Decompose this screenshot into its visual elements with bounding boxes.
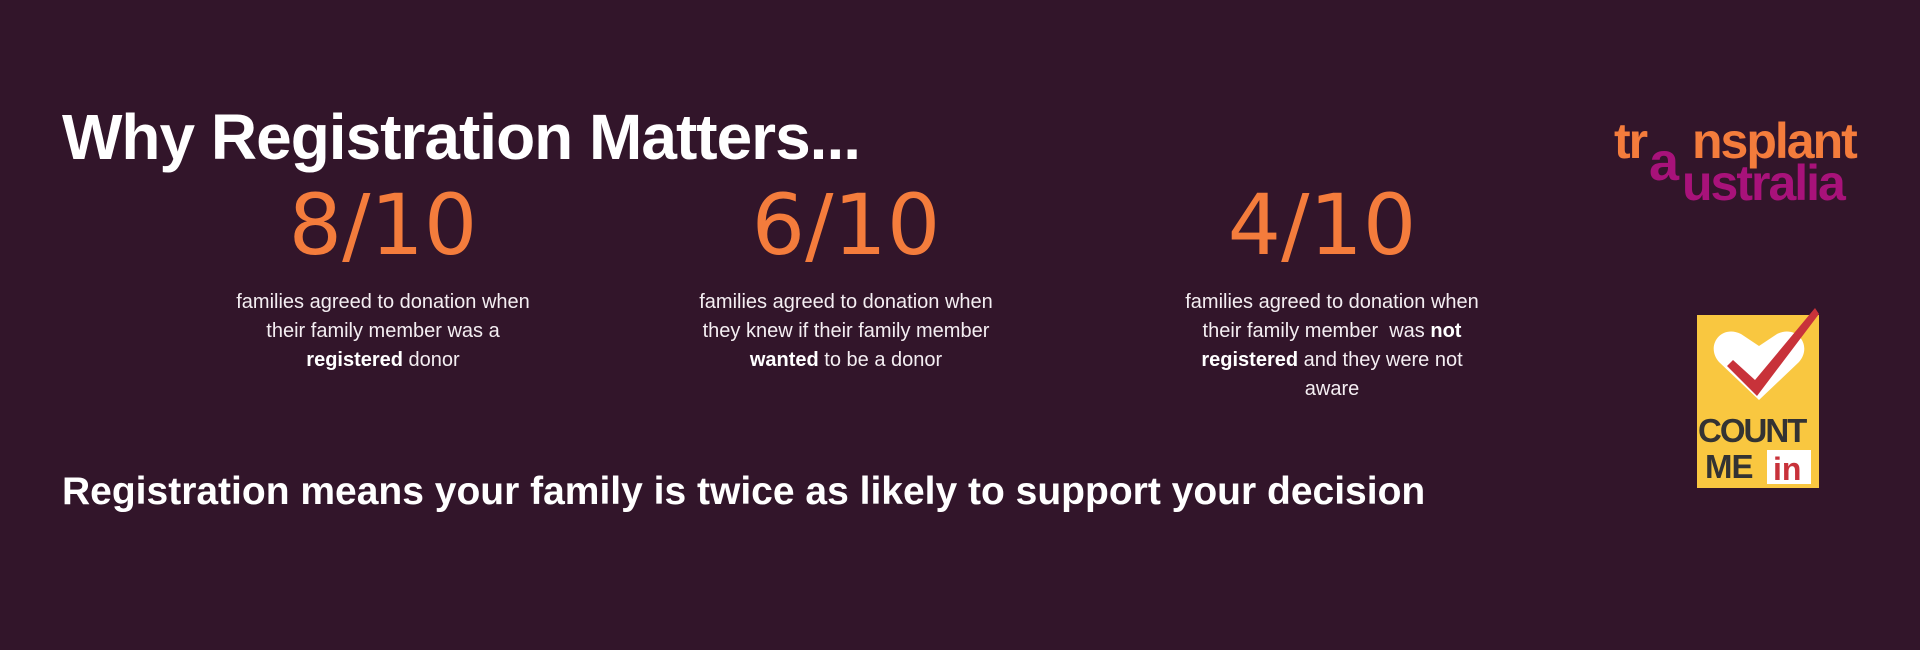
svg-text:COUNT: COUNT <box>1698 412 1807 449</box>
svg-text:ME: ME <box>1705 448 1753 485</box>
desc-line: to be a donor <box>818 349 943 371</box>
desc-line: families agreed to donation when <box>699 291 993 313</box>
desc-line: they knew if their family member <box>702 320 990 342</box>
tagline: Registration means your family is twice … <box>62 470 1426 513</box>
desc-line: aware <box>1304 378 1360 400</box>
desc-line: their family member was <box>1202 320 1431 342</box>
stat-description: families agreed to donation when their f… <box>193 288 573 375</box>
desc-emphasis: registered <box>1201 349 1299 371</box>
desc-line: their family member was a <box>266 320 500 342</box>
transplant-australia-logo: tr nsplant a ustralia <box>1614 113 1860 211</box>
stat-value: 8/10 <box>288 176 478 274</box>
desc-line: families agreed to donation when <box>236 291 530 313</box>
desc-line: families agreed to donation when <box>1185 291 1479 313</box>
svg-text:ustralia: ustralia <box>1682 155 1847 211</box>
stat-description: families agreed to donation when they kn… <box>656 288 1036 375</box>
svg-text:a: a <box>1649 132 1680 192</box>
svg-text:in: in <box>1773 451 1801 487</box>
stat-wanted: 6/10 families agreed to donation when th… <box>656 180 1036 375</box>
count-me-in-logo: COUNT ME in <box>1697 308 1819 488</box>
desc-emphasis: wanted <box>749 349 819 371</box>
stat-value: 4/10 <box>1227 176 1417 274</box>
desc-line: donor <box>403 349 460 371</box>
svg-text:tr: tr <box>1614 113 1648 169</box>
desc-emphasis: registered <box>306 349 403 371</box>
stat-registered: 8/10 families agreed to donation when th… <box>193 180 573 375</box>
stat-not-registered: 4/10 families agreed to donation when th… <box>1142 180 1522 404</box>
stat-description: families agreed to donation when their f… <box>1142 288 1522 404</box>
desc-line: and they were not <box>1298 349 1463 371</box>
page-title: Why Registration Matters... <box>62 101 861 173</box>
stat-value: 6/10 <box>751 176 941 274</box>
svg-text:nsplant: nsplant <box>1692 113 1858 169</box>
desc-emphasis: not <box>1430 320 1462 342</box>
